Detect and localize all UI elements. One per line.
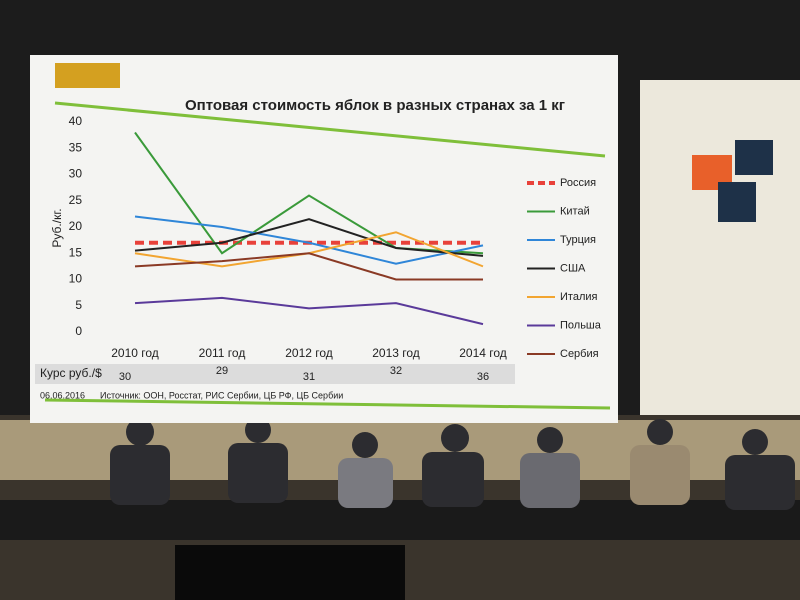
source: Источник: ООН, Росстат, РИС Сербии, ЦБ Р… xyxy=(100,390,343,400)
y-tick-label: 25 xyxy=(69,193,83,207)
y-tick-label: 10 xyxy=(69,272,83,286)
x-tick-label: 2014 год xyxy=(459,346,507,360)
divider xyxy=(44,398,611,410)
x-tick-label: 2010 год xyxy=(111,346,159,360)
x-tick-label: 2013 год xyxy=(372,346,420,360)
y-tick-label: 40 xyxy=(69,114,83,128)
legend-label: США xyxy=(560,262,586,274)
rate-row xyxy=(35,364,515,384)
legend-label: Сербия xyxy=(560,348,599,360)
series-line xyxy=(134,252,483,281)
logo-block xyxy=(718,182,756,222)
sponsor-wall xyxy=(640,80,800,440)
divider xyxy=(54,101,606,158)
panelists xyxy=(110,417,795,510)
series-line xyxy=(134,296,484,326)
series-line xyxy=(134,218,484,257)
series-line xyxy=(134,215,484,265)
y-tick-label: 30 xyxy=(69,167,83,181)
y-axis-label: Руб./кг. xyxy=(50,208,64,247)
date: 06.06.2016 xyxy=(40,390,85,400)
podium xyxy=(175,545,405,600)
rate-value: 32 xyxy=(390,365,402,377)
logo xyxy=(55,63,120,88)
panel-table xyxy=(0,500,800,540)
legend-label: Турция xyxy=(560,234,596,246)
x-tick-label: 2012 год xyxy=(285,346,333,360)
screen xyxy=(30,55,618,423)
legend-label: Польша xyxy=(560,319,602,331)
y-tick-label: 5 xyxy=(75,298,82,312)
y-tick-label: 35 xyxy=(69,140,83,154)
legend-label: Италия xyxy=(560,291,598,303)
x-tick-label: 2011 год xyxy=(199,346,246,360)
logo-block xyxy=(735,140,773,175)
rate-value: 36 xyxy=(477,371,489,383)
rate-value: 31 xyxy=(303,371,315,383)
legend-label: Россия xyxy=(560,177,596,189)
chart-title: Оптовая стоимость яблок в разных странах… xyxy=(185,97,565,114)
legend-label: Китай xyxy=(560,205,590,217)
rate-label: Курс руб./$ xyxy=(40,366,102,380)
y-tick-label: 20 xyxy=(69,219,83,233)
y-tick-label: 0 xyxy=(75,324,82,338)
rate-value: 29 xyxy=(216,365,228,377)
y-tick-label: 15 xyxy=(69,245,83,259)
rate-value: 30 xyxy=(119,371,131,383)
